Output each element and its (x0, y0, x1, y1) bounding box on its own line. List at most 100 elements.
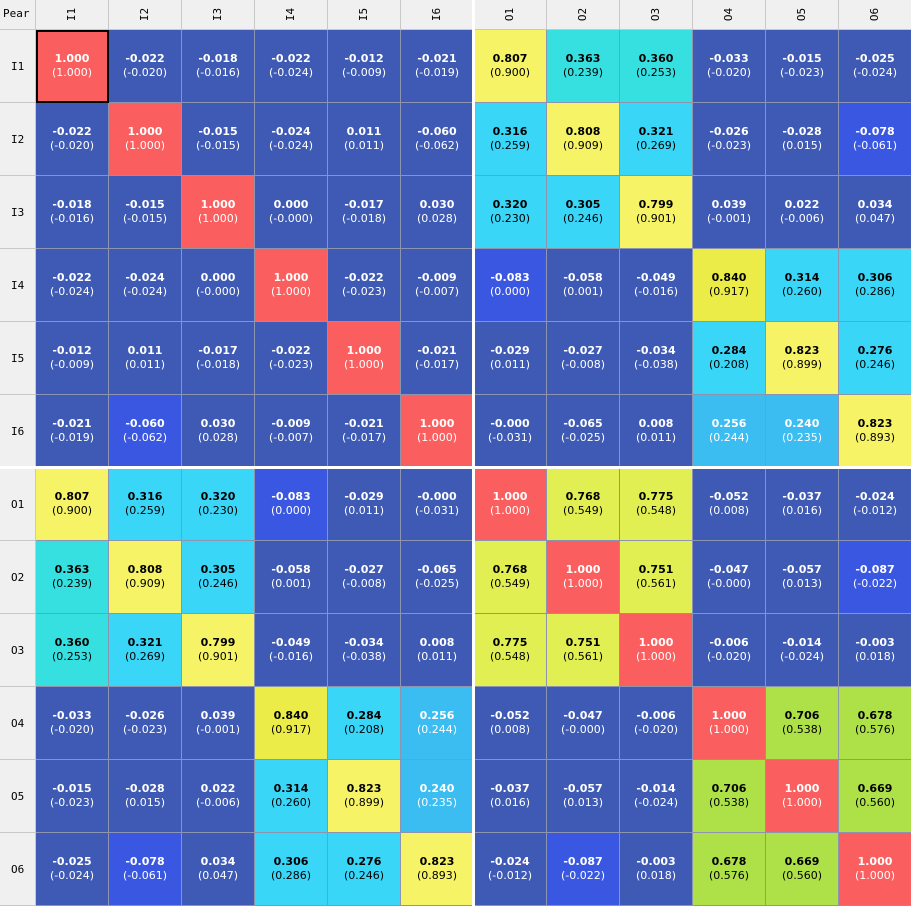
matrix-cell-i2-o4[interactable]: -0.026 (-0.023) (693, 103, 766, 176)
matrix-cell-i4-i6[interactable]: -0.009 (-0.007) (401, 249, 474, 322)
matrix-cell-i4-i5[interactable]: -0.022 (-0.023) (328, 249, 401, 322)
row-header-o5[interactable]: O5 (0, 760, 36, 833)
matrix-cell-i3-i5[interactable]: -0.017 (-0.018) (328, 176, 401, 249)
column-header-o4[interactable]: O4 (693, 0, 766, 30)
matrix-cell-o6-o1[interactable]: -0.024 (-0.012) (474, 833, 547, 906)
matrix-cell-o1-o2[interactable]: 0.768 (0.549) (547, 468, 620, 541)
matrix-cell-o3-o4[interactable]: -0.006 (-0.020) (693, 614, 766, 687)
matrix-cell-i3-o5[interactable]: 0.022 (-0.006) (766, 176, 839, 249)
matrix-cell-o3-o2[interactable]: 0.751 (0.561) (547, 614, 620, 687)
row-header-i2[interactable]: I2 (0, 103, 36, 176)
matrix-cell-i6-i6[interactable]: 1.000 (1.000) (401, 395, 474, 468)
column-header-o1[interactable]: O1 (474, 0, 547, 30)
matrix-cell-i2-i6[interactable]: -0.060 (-0.062) (401, 103, 474, 176)
matrix-cell-o1-o5[interactable]: -0.037 (0.016) (766, 468, 839, 541)
matrix-cell-o3-i1[interactable]: 0.360 (0.253) (36, 614, 109, 687)
matrix-cell-i6-i4[interactable]: -0.009 (-0.007) (255, 395, 328, 468)
column-header-i5[interactable]: I5 (328, 0, 401, 30)
matrix-cell-i4-i4[interactable]: 1.000 (1.000) (255, 249, 328, 322)
matrix-cell-o2-o6[interactable]: -0.087 (-0.022) (839, 541, 911, 614)
matrix-cell-i2-o1[interactable]: 0.316 (0.259) (474, 103, 547, 176)
matrix-cell-i2-i5[interactable]: 0.011 (0.011) (328, 103, 401, 176)
matrix-cell-i4-o6[interactable]: 0.306 (0.286) (839, 249, 911, 322)
matrix-cell-o1-o1[interactable]: 1.000 (1.000) (474, 468, 547, 541)
matrix-cell-o5-o4[interactable]: 0.706 (0.538) (693, 760, 766, 833)
matrix-cell-i4-i2[interactable]: -0.024 (-0.024) (109, 249, 182, 322)
column-header-i6[interactable]: I6 (401, 0, 474, 30)
matrix-cell-i1-i3[interactable]: -0.018 (-0.016) (182, 30, 255, 103)
matrix-cell-i2-i2[interactable]: 1.000 (1.000) (109, 103, 182, 176)
matrix-cell-o5-o1[interactable]: -0.037 (0.016) (474, 760, 547, 833)
matrix-cell-i1-o6[interactable]: -0.025 (-0.024) (839, 30, 911, 103)
matrix-cell-o2-i1[interactable]: 0.363 (0.239) (36, 541, 109, 614)
matrix-cell-i5-i3[interactable]: -0.017 (-0.018) (182, 322, 255, 395)
matrix-cell-o6-i4[interactable]: 0.306 (0.286) (255, 833, 328, 906)
matrix-cell-i1-i1[interactable]: 1.000 (1.000) (36, 30, 109, 103)
matrix-cell-i5-i4[interactable]: -0.022 (-0.023) (255, 322, 328, 395)
matrix-cell-i5-i5[interactable]: 1.000 (1.000) (328, 322, 401, 395)
matrix-cell-o6-o3[interactable]: -0.003 (0.018) (620, 833, 693, 906)
matrix-cell-o2-o4[interactable]: -0.047 (-0.000) (693, 541, 766, 614)
matrix-cell-o4-i4[interactable]: 0.840 (0.917) (255, 687, 328, 760)
matrix-cell-o1-i1[interactable]: 0.807 (0.900) (36, 468, 109, 541)
matrix-cell-o4-o2[interactable]: -0.047 (-0.000) (547, 687, 620, 760)
matrix-cell-i5-o6[interactable]: 0.276 (0.246) (839, 322, 911, 395)
matrix-cell-i1-o5[interactable]: -0.015 (-0.023) (766, 30, 839, 103)
matrix-cell-i2-o3[interactable]: 0.321 (0.269) (620, 103, 693, 176)
matrix-cell-i6-i1[interactable]: -0.021 (-0.019) (36, 395, 109, 468)
matrix-cell-o5-i2[interactable]: -0.028 (0.015) (109, 760, 182, 833)
matrix-cell-o5-i4[interactable]: 0.314 (0.260) (255, 760, 328, 833)
matrix-cell-o1-o3[interactable]: 0.775 (0.548) (620, 468, 693, 541)
matrix-cell-i5-o1[interactable]: -0.029 (0.011) (474, 322, 547, 395)
matrix-cell-i1-o4[interactable]: -0.033 (-0.020) (693, 30, 766, 103)
matrix-cell-o5-o2[interactable]: -0.057 (0.013) (547, 760, 620, 833)
row-header-i6[interactable]: I6 (0, 395, 36, 468)
matrix-cell-i6-i2[interactable]: -0.060 (-0.062) (109, 395, 182, 468)
matrix-cell-i1-i2[interactable]: -0.022 (-0.020) (109, 30, 182, 103)
matrix-cell-o2-i6[interactable]: -0.065 (-0.025) (401, 541, 474, 614)
matrix-cell-o6-o6[interactable]: 1.000 (1.000) (839, 833, 911, 906)
matrix-cell-i1-i6[interactable]: -0.021 (-0.019) (401, 30, 474, 103)
matrix-cell-i5-o4[interactable]: 0.284 (0.208) (693, 322, 766, 395)
column-header-o6[interactable]: O6 (839, 0, 911, 30)
matrix-cell-i3-i3[interactable]: 1.000 (1.000) (182, 176, 255, 249)
matrix-cell-i4-o2[interactable]: -0.058 (0.001) (547, 249, 620, 322)
matrix-cell-i6-i5[interactable]: -0.021 (-0.017) (328, 395, 401, 468)
matrix-cell-i4-o5[interactable]: 0.314 (0.260) (766, 249, 839, 322)
matrix-cell-o3-i4[interactable]: -0.049 (-0.016) (255, 614, 328, 687)
matrix-cell-i3-o1[interactable]: 0.320 (0.230) (474, 176, 547, 249)
matrix-cell-o2-o5[interactable]: -0.057 (0.013) (766, 541, 839, 614)
matrix-cell-o3-i5[interactable]: -0.034 (-0.038) (328, 614, 401, 687)
matrix-cell-o2-i3[interactable]: 0.305 (0.246) (182, 541, 255, 614)
matrix-cell-i3-i4[interactable]: 0.000 (-0.000) (255, 176, 328, 249)
matrix-cell-i2-o2[interactable]: 0.808 (0.909) (547, 103, 620, 176)
matrix-cell-i3-o2[interactable]: 0.305 (0.246) (547, 176, 620, 249)
row-header-i5[interactable]: I5 (0, 322, 36, 395)
matrix-cell-i3-i1[interactable]: -0.018 (-0.016) (36, 176, 109, 249)
matrix-cell-o1-i6[interactable]: -0.000 (-0.031) (401, 468, 474, 541)
matrix-cell-i4-o3[interactable]: -0.049 (-0.016) (620, 249, 693, 322)
matrix-cell-o2-o3[interactable]: 0.751 (0.561) (620, 541, 693, 614)
matrix-cell-o1-i4[interactable]: -0.083 (0.000) (255, 468, 328, 541)
matrix-cell-o2-o2[interactable]: 1.000 (1.000) (547, 541, 620, 614)
matrix-cell-i4-i1[interactable]: -0.022 (-0.024) (36, 249, 109, 322)
row-header-o2[interactable]: O2 (0, 541, 36, 614)
matrix-cell-o4-i5[interactable]: 0.284 (0.208) (328, 687, 401, 760)
matrix-cell-o2-i2[interactable]: 0.808 (0.909) (109, 541, 182, 614)
matrix-cell-o3-o5[interactable]: -0.014 (-0.024) (766, 614, 839, 687)
matrix-cell-o5-o5[interactable]: 1.000 (1.000) (766, 760, 839, 833)
matrix-cell-o6-i1[interactable]: -0.025 (-0.024) (36, 833, 109, 906)
column-header-o5[interactable]: O5 (766, 0, 839, 30)
matrix-cell-i1-i4[interactable]: -0.022 (-0.024) (255, 30, 328, 103)
matrix-cell-i4-o1[interactable]: -0.083 (0.000) (474, 249, 547, 322)
matrix-cell-o2-o1[interactable]: 0.768 (0.549) (474, 541, 547, 614)
matrix-cell-i5-i2[interactable]: 0.011 (0.011) (109, 322, 182, 395)
matrix-cell-i6-o1[interactable]: -0.000 (-0.031) (474, 395, 547, 468)
matrix-cell-o4-o1[interactable]: -0.052 (0.008) (474, 687, 547, 760)
matrix-cell-i6-i3[interactable]: 0.030 (0.028) (182, 395, 255, 468)
matrix-cell-i4-i3[interactable]: 0.000 (-0.000) (182, 249, 255, 322)
matrix-cell-o5-i5[interactable]: 0.823 (0.899) (328, 760, 401, 833)
matrix-cell-o1-i5[interactable]: -0.029 (0.011) (328, 468, 401, 541)
matrix-cell-o6-i6[interactable]: 0.823 (0.893) (401, 833, 474, 906)
matrix-cell-i2-i4[interactable]: -0.024 (-0.024) (255, 103, 328, 176)
